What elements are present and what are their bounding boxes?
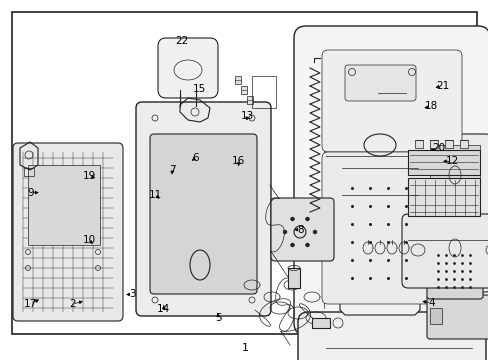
FancyBboxPatch shape bbox=[270, 198, 333, 261]
Text: 14: 14 bbox=[157, 304, 170, 314]
Polygon shape bbox=[339, 62, 419, 315]
Text: 16: 16 bbox=[231, 156, 245, 166]
Bar bbox=[429, 218, 479, 280]
Bar bbox=[251, 76, 275, 108]
FancyBboxPatch shape bbox=[297, 312, 485, 360]
Bar bbox=[12, 12, 476, 334]
Ellipse shape bbox=[305, 243, 309, 247]
Bar bbox=[444, 140, 452, 148]
FancyBboxPatch shape bbox=[401, 214, 488, 288]
Bar bbox=[241, 86, 246, 94]
Bar bbox=[311, 318, 329, 328]
Text: 3: 3 bbox=[128, 289, 135, 300]
Text: 18: 18 bbox=[424, 101, 437, 111]
Text: 7: 7 bbox=[168, 165, 175, 175]
Bar bbox=[407, 150, 479, 175]
FancyBboxPatch shape bbox=[293, 26, 488, 335]
Text: 15: 15 bbox=[192, 84, 206, 94]
Text: 21: 21 bbox=[435, 81, 448, 91]
Ellipse shape bbox=[290, 243, 294, 247]
Bar bbox=[459, 140, 467, 148]
Ellipse shape bbox=[283, 230, 286, 234]
Text: 4: 4 bbox=[427, 298, 434, 308]
FancyBboxPatch shape bbox=[426, 295, 488, 339]
FancyBboxPatch shape bbox=[158, 38, 218, 98]
Text: 19: 19 bbox=[82, 171, 96, 181]
Bar bbox=[235, 76, 241, 84]
FancyBboxPatch shape bbox=[136, 102, 270, 316]
Text: 8: 8 bbox=[296, 225, 303, 235]
FancyBboxPatch shape bbox=[426, 245, 482, 299]
FancyBboxPatch shape bbox=[345, 65, 415, 101]
Text: 17: 17 bbox=[23, 299, 37, 309]
Ellipse shape bbox=[312, 230, 316, 234]
Text: 5: 5 bbox=[214, 312, 221, 323]
Bar bbox=[246, 96, 252, 104]
Bar bbox=[24, 168, 34, 176]
Text: 22: 22 bbox=[175, 36, 188, 46]
FancyBboxPatch shape bbox=[321, 50, 461, 152]
Ellipse shape bbox=[290, 217, 294, 221]
Bar bbox=[414, 140, 422, 148]
Text: 20: 20 bbox=[432, 143, 445, 153]
Bar bbox=[28, 165, 100, 245]
Text: 9: 9 bbox=[27, 188, 34, 198]
Text: 13: 13 bbox=[240, 111, 253, 121]
Bar bbox=[287, 268, 299, 288]
Bar bbox=[407, 178, 479, 216]
Ellipse shape bbox=[305, 217, 309, 221]
Text: 12: 12 bbox=[445, 156, 458, 166]
Text: 10: 10 bbox=[82, 235, 95, 246]
Bar bbox=[429, 145, 479, 210]
Text: 6: 6 bbox=[192, 153, 199, 163]
Text: 1: 1 bbox=[241, 343, 248, 353]
Text: 2: 2 bbox=[69, 299, 76, 309]
FancyBboxPatch shape bbox=[150, 134, 257, 294]
Bar bbox=[429, 308, 441, 324]
FancyBboxPatch shape bbox=[13, 143, 123, 321]
FancyBboxPatch shape bbox=[321, 152, 461, 304]
FancyBboxPatch shape bbox=[419, 134, 488, 292]
Text: 11: 11 bbox=[148, 190, 162, 200]
Bar bbox=[429, 140, 437, 148]
